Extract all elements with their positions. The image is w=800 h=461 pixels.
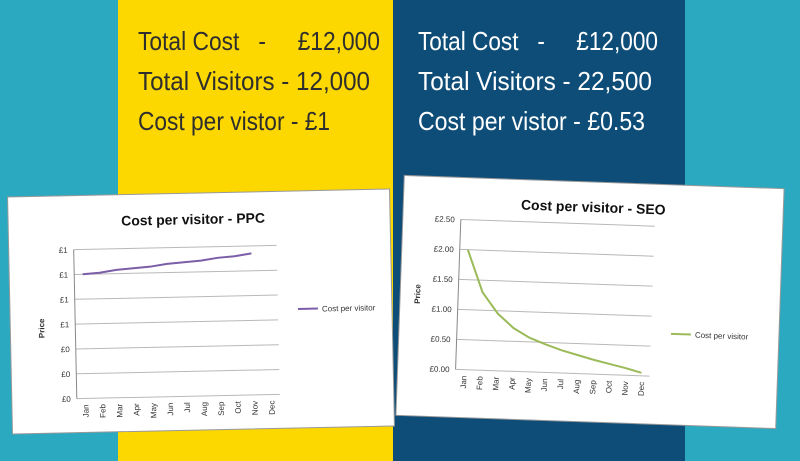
x-tick-label: Jun	[166, 403, 175, 416]
chart-box	[395, 174, 785, 430]
x-tick-label: Apr	[507, 377, 516, 390]
grid-line	[457, 308, 652, 317]
x-tick-label: Nov	[251, 401, 260, 415]
legend-label: Cost per visitor	[322, 303, 376, 313]
grid-line	[458, 278, 653, 287]
stat-line: Total Cost - £12,000	[418, 26, 658, 56]
grid-line	[460, 218, 655, 227]
stat-line: Cost per vistor - £0.53	[418, 106, 645, 136]
x-tick-label: Feb	[475, 376, 484, 391]
y-tick-label: £1	[60, 295, 70, 304]
grid-line	[459, 248, 654, 257]
x-tick-label: May	[149, 403, 158, 418]
y-tick-label: £1	[59, 246, 69, 255]
y-tick-label: £1.50	[433, 274, 454, 284]
x-tick-label: Aug	[572, 379, 581, 394]
legend-label: Cost per visitor	[695, 331, 749, 342]
x-tick-label: Jan	[459, 375, 468, 388]
chart-title: Cost per visitor - PPC	[121, 210, 265, 229]
grid-line	[75, 344, 279, 350]
legend-swatch	[670, 332, 691, 336]
data-line	[82, 252, 252, 276]
grid-line	[76, 393, 280, 400]
y-tick-label: £1	[60, 320, 70, 329]
grid-line	[456, 338, 651, 347]
x-tick-label: Oct	[604, 380, 613, 394]
grid-line	[73, 244, 277, 251]
x-tick-label: May	[524, 378, 534, 393]
y-axis	[73, 249, 78, 399]
y-tick-label: £1.00	[431, 304, 452, 314]
x-tick-label: Mar	[115, 403, 124, 417]
grid-line	[455, 368, 650, 377]
x-tick-label: Jul	[556, 379, 565, 390]
x-tick-label: Sep	[217, 401, 226, 416]
y-tick-label: £0	[61, 345, 71, 354]
grid-line	[76, 369, 280, 375]
x-tick-label: Oct	[234, 400, 243, 413]
y-axis-title: Price	[413, 283, 423, 303]
y-tick-label: £2.00	[434, 245, 455, 255]
grid-line	[75, 319, 279, 325]
x-tick-label: Jan	[81, 404, 90, 417]
y-tick-label: £2.50	[435, 215, 456, 225]
y-tick-label: £1	[59, 271, 69, 280]
y-tick-label: £0	[61, 370, 71, 379]
stat-line: Total Visitors - 22,500	[418, 66, 652, 96]
y-axis	[455, 219, 462, 370]
chart: Cost per visitor - SEO £0.00 £0.50 £1.00 £1.…	[395, 174, 785, 430]
x-tick-label: Aug	[200, 402, 209, 416]
stat-line: Cost per vistor - £1	[138, 106, 330, 136]
y-tick-label: £0	[62, 395, 72, 404]
y-tick-label: £0.00	[429, 364, 450, 374]
chart-title: Cost per visitor - SEO	[521, 197, 666, 218]
x-tick-label: Jul	[183, 402, 192, 413]
x-tick-label: Apr	[132, 403, 141, 416]
stat-line: Total Visitors - 12,000	[138, 66, 370, 96]
grid-line	[74, 294, 278, 300]
x-tick-label: Mar	[491, 376, 500, 390]
x-tick-label: Jun	[540, 378, 549, 391]
chart: Cost per visitor - PPC £0 £0 £0 £1 £1 £1 £1 Jan F…	[7, 188, 395, 435]
x-tick-label: Feb	[98, 403, 107, 418]
data-line	[466, 249, 642, 374]
stat-line: Total Cost - £12,000	[138, 26, 380, 56]
x-tick-label: Nov	[621, 381, 630, 396]
x-tick-label: Sep	[588, 379, 598, 394]
x-tick-label: Dec	[637, 382, 646, 397]
y-tick-label: £0.50	[430, 334, 451, 344]
y-axis-title: Price	[37, 318, 46, 338]
x-tick-label: Dec	[267, 400, 276, 414]
grid-line	[74, 269, 278, 275]
